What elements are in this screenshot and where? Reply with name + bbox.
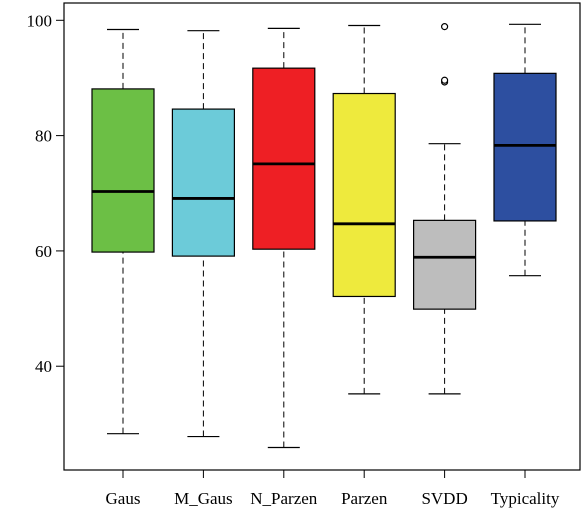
box-parzen: [332, 24, 396, 395]
box-svdd: [413, 23, 477, 395]
y-tick-label-80: 80: [35, 127, 52, 146]
iqr-box-n-parzen: [252, 67, 316, 250]
x-tick-label-typicality: Typicality: [491, 489, 560, 508]
y-tick-label-60: 60: [35, 242, 52, 261]
outlier-svdd-1: [441, 76, 449, 84]
box-m-gaus: [171, 30, 235, 438]
x-tick-label-m-gaus: M_Gaus: [174, 489, 233, 508]
x-tick-label-n-parzen: N_Parzen: [250, 489, 318, 508]
box-gaus: [91, 28, 155, 435]
iqr-box-typicality: [493, 72, 557, 222]
boxes: [91, 23, 557, 449]
x-tick-label-parzen: Parzen: [341, 489, 388, 508]
box-typicality: [493, 23, 557, 277]
y-axis: 40 60 80 100: [27, 11, 65, 376]
x-axis: Gaus M_Gaus N_Parzen Parzen SVDD Typicality: [106, 469, 560, 508]
y-tick-label-40: 40: [35, 357, 52, 376]
iqr-box-gaus: [91, 88, 155, 253]
iqr-box-parzen: [332, 92, 396, 298]
iqr-box-svdd: [413, 219, 477, 310]
iqr-box-m-gaus: [171, 108, 235, 257]
outlier-svdd-2: [441, 23, 449, 31]
x-tick-label-svdd: SVDD: [421, 489, 467, 508]
x-tick-label-gaus: Gaus: [106, 489, 141, 508]
y-tick-label-100: 100: [27, 11, 53, 30]
box-n-parzen: [252, 27, 316, 449]
